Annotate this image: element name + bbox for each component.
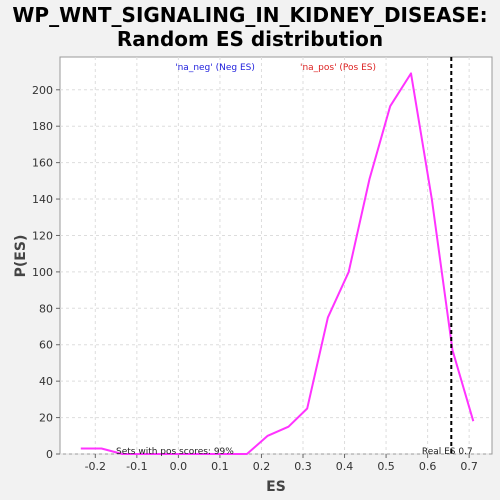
legend-neg-es: 'na_neg' (Neg ES) [175, 63, 255, 73]
x-axis-ticks: -0.2 -0.1 0.0 0.1 0.2 0.3 0.4 0.5 0.6 0.7 [85, 454, 478, 473]
es-distribution-line [80, 72, 475, 455]
y-tick-label: 20 [39, 412, 53, 425]
y-tick-label: 180 [32, 120, 53, 133]
y-tick-label: 160 [32, 157, 53, 170]
x-tick-label: 0.0 [170, 460, 188, 473]
x-tick-label: 0.5 [377, 460, 395, 473]
x-tick-label: 0.1 [211, 460, 229, 473]
x-tick-label: 0.3 [294, 460, 312, 473]
x-axis-label: ES [266, 479, 286, 495]
x-tick-label: 0.7 [460, 460, 478, 473]
chart-title-line2: Random ES distribution [117, 27, 383, 51]
x-tick-label: -0.2 [85, 460, 106, 473]
y-tick-label: 120 [32, 229, 53, 242]
y-tick-label: 60 [39, 339, 53, 352]
x-tick-label: 0.2 [253, 460, 271, 473]
series-group [80, 72, 475, 455]
y-tick-label: 100 [32, 266, 53, 279]
y-tick-label: 200 [32, 84, 53, 97]
x-tick-label: 0.4 [336, 460, 354, 473]
chart-title-line1: WP_WNT_SIGNALING_IN_KIDNEY_DISEASE: [12, 3, 487, 27]
y-tick-label: 40 [39, 375, 53, 388]
x-tick-label: -0.1 [126, 460, 147, 473]
y-axis-ticks: 0 20 40 60 80 100 120 140 160 180 200 [32, 84, 60, 461]
legend-pos-es: 'na_pos' (Pos ES) [300, 63, 376, 73]
y-tick-label: 80 [39, 302, 53, 315]
pos-scores-label: Sets with pos scores: 99% [116, 447, 234, 457]
y-tick-label: 140 [32, 193, 53, 206]
real-es-label: Real ES 0.7 [422, 447, 473, 457]
x-tick-label: 0.6 [419, 460, 437, 473]
y-axis-label: P(ES) [13, 235, 29, 278]
y-tick-label: 0 [46, 448, 53, 461]
